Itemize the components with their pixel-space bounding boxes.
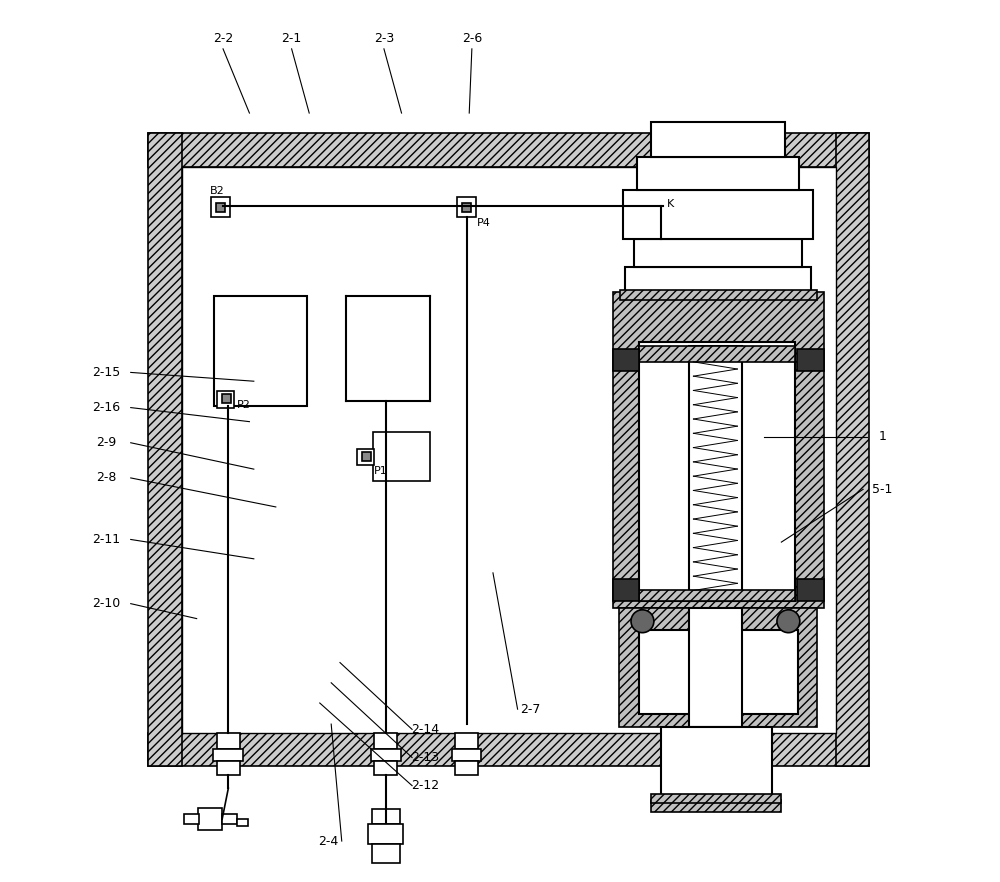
Bar: [211, 198, 230, 217]
Circle shape: [777, 609, 800, 632]
Bar: [797, 348, 824, 370]
Text: 2-7: 2-7: [521, 703, 541, 715]
Text: 2-12: 2-12: [411, 779, 439, 792]
Text: 5-1: 5-1: [872, 482, 893, 496]
Bar: [198, 808, 222, 830]
Bar: [613, 579, 639, 601]
Bar: [371, 749, 401, 761]
Bar: [457, 198, 476, 217]
Bar: [623, 191, 813, 239]
Bar: [237, 819, 248, 826]
Text: 2-11: 2-11: [92, 533, 120, 546]
Bar: [362, 452, 371, 461]
Bar: [217, 761, 240, 775]
Bar: [182, 167, 836, 733]
Bar: [836, 133, 869, 766]
Text: 2-16: 2-16: [92, 401, 120, 414]
Bar: [625, 267, 811, 292]
Bar: [374, 733, 397, 749]
Bar: [357, 449, 374, 465]
Bar: [651, 795, 781, 804]
Text: 1: 1: [879, 430, 886, 443]
Text: P2: P2: [237, 400, 251, 409]
Bar: [222, 394, 231, 403]
Bar: [372, 809, 400, 825]
Text: K: K: [667, 199, 674, 210]
Bar: [368, 825, 403, 844]
Bar: [452, 749, 481, 761]
Bar: [217, 391, 234, 408]
Bar: [372, 844, 400, 863]
Bar: [613, 292, 824, 608]
Text: 2-4: 2-4: [318, 834, 339, 848]
Text: 2-1: 2-1: [281, 32, 302, 45]
Bar: [651, 122, 785, 157]
Bar: [462, 203, 471, 212]
Circle shape: [631, 609, 654, 632]
Bar: [634, 239, 802, 267]
Bar: [650, 203, 659, 212]
Bar: [639, 590, 795, 601]
Bar: [619, 608, 817, 727]
Bar: [148, 733, 869, 766]
Bar: [148, 133, 182, 766]
Text: 2-15: 2-15: [92, 366, 120, 379]
Bar: [184, 814, 199, 825]
Bar: [613, 348, 639, 370]
Text: 2-9: 2-9: [96, 437, 116, 449]
Bar: [639, 630, 798, 714]
Bar: [148, 133, 869, 167]
Bar: [214, 296, 307, 406]
Bar: [374, 761, 397, 775]
Bar: [651, 800, 781, 812]
Bar: [455, 761, 478, 775]
Bar: [639, 341, 795, 601]
Bar: [455, 733, 478, 749]
Bar: [620, 290, 817, 301]
Bar: [216, 203, 225, 212]
Bar: [797, 579, 824, 601]
Text: 2-8: 2-8: [96, 471, 116, 484]
Text: 2-3: 2-3: [374, 32, 394, 45]
Text: P4: P4: [477, 218, 491, 228]
Text: 2-10: 2-10: [92, 597, 120, 610]
Text: 2-6: 2-6: [462, 32, 482, 45]
Text: B2: B2: [210, 186, 225, 196]
Text: 2-13: 2-13: [411, 751, 439, 764]
Bar: [645, 198, 664, 217]
Text: P1: P1: [374, 466, 388, 475]
Bar: [689, 346, 742, 601]
Bar: [637, 157, 799, 191]
Text: 2-14: 2-14: [411, 723, 439, 736]
Bar: [373, 432, 430, 481]
Bar: [217, 733, 240, 749]
Bar: [213, 749, 243, 761]
Bar: [661, 727, 772, 804]
Text: 2-2: 2-2: [213, 32, 233, 45]
Bar: [222, 814, 237, 825]
Bar: [689, 608, 742, 727]
Bar: [639, 346, 795, 362]
